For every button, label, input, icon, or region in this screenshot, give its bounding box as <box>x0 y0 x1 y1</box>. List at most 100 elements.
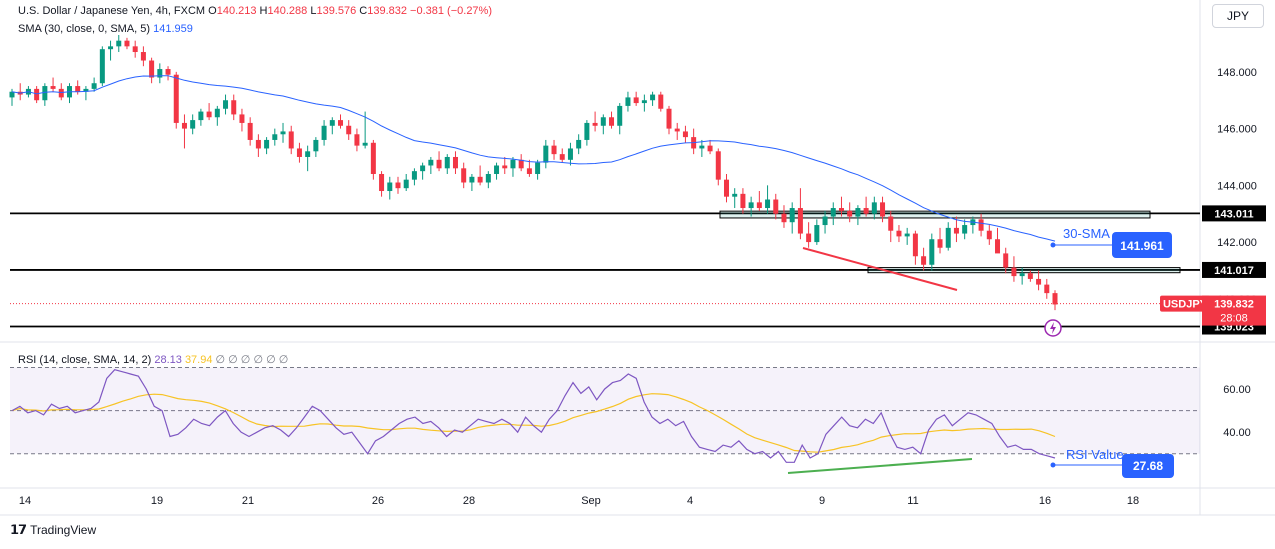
rsi-line <box>11 369 1056 463</box>
currency-button[interactable]: JPY <box>1212 4 1264 28</box>
candle <box>444 154 450 174</box>
level-label-box <box>1202 205 1266 222</box>
x-tick-label: 19 <box>151 495 163 507</box>
candle <box>666 105 672 135</box>
x-tick-label: 18 <box>1127 495 1139 507</box>
ohlc-values: O140.213 H140.288 L139.576 C139.832 <box>208 5 407 17</box>
candle <box>469 173 475 192</box>
candle <box>510 156 516 177</box>
level-label-box <box>1202 261 1266 278</box>
candle <box>970 216 976 234</box>
candle <box>264 137 270 155</box>
last-price-box <box>1202 295 1266 326</box>
x-tick-label: 21 <box>242 495 254 507</box>
candle <box>888 210 894 243</box>
tradingview-logo-icon: 𝟭𝟳 <box>10 522 27 537</box>
candle <box>214 105 220 126</box>
zone-rect <box>719 210 1151 219</box>
ohlc-l: L139.576 <box>307 5 357 17</box>
candle <box>806 222 812 248</box>
candle <box>715 148 721 186</box>
level-label: 141.017 <box>1214 265 1254 277</box>
candle <box>748 196 754 217</box>
candle <box>66 83 72 104</box>
candle <box>650 91 656 106</box>
candle <box>329 117 335 135</box>
x-tick-label: 9 <box>819 495 825 507</box>
axes: 148.000146.000144.000142.000140.00014192… <box>19 67 1266 507</box>
candle <box>756 191 762 211</box>
candle <box>173 71 179 129</box>
candle <box>551 139 557 160</box>
candle <box>436 151 442 172</box>
rsi-ma-value: 37.94 <box>184 354 213 366</box>
candle <box>1011 256 1017 282</box>
rsi-trendline <box>787 458 973 474</box>
candle <box>346 120 352 140</box>
candle <box>83 86 89 101</box>
candles <box>9 35 1058 311</box>
candle <box>995 227 1001 254</box>
candle <box>181 114 187 149</box>
candle <box>600 114 606 135</box>
candle <box>814 219 820 245</box>
candle <box>370 139 376 180</box>
candle <box>1019 267 1025 285</box>
candle <box>190 114 196 135</box>
sma-label: SMA (30, close, 0, SMA, 5) <box>18 23 151 35</box>
x-tick-label: Sep <box>581 495 601 507</box>
candle <box>518 154 524 172</box>
candle <box>773 193 779 220</box>
candle <box>411 168 417 186</box>
candle <box>387 176 393 200</box>
brand: 𝟭𝟳 TradingView <box>10 522 96 538</box>
ohlc-o: O140.213 <box>208 5 257 17</box>
candle <box>723 173 729 203</box>
candle <box>855 205 861 226</box>
candle <box>584 120 590 146</box>
symbol-tag <box>1160 295 1210 312</box>
rsi-annotation-box <box>1122 454 1174 478</box>
sma-annotation-text: 30-SMA <box>1063 226 1110 241</box>
candle <box>395 176 401 194</box>
candle <box>485 171 491 189</box>
price-tick-label: 148.000 <box>1217 67 1257 79</box>
candle <box>986 225 992 245</box>
candle <box>461 162 467 189</box>
candle <box>354 128 360 152</box>
candle <box>1027 270 1033 282</box>
candle <box>288 125 294 155</box>
candle <box>765 185 771 214</box>
candle <box>1052 290 1058 311</box>
rsi-tick-label: 40.00 <box>1223 427 1251 439</box>
candle <box>904 227 910 245</box>
rsi-annotation-text: RSI Value <box>1066 447 1124 462</box>
sma-annotation-value: 141.961 <box>1120 239 1164 253</box>
candle <box>658 91 664 112</box>
candle <box>223 94 229 115</box>
lightning-icon[interactable] <box>1044 319 1062 337</box>
x-tick-label: 16 <box>1039 495 1051 507</box>
candle <box>149 57 155 84</box>
candle <box>99 46 105 87</box>
candle <box>707 139 713 155</box>
last-price-value: 139.832 <box>1214 299 1254 311</box>
annotations: 30-SMA 141.961 RSI Value 27.68 <box>1044 226 1174 478</box>
candle <box>17 83 23 101</box>
candle <box>338 114 344 129</box>
candle <box>880 196 886 223</box>
grid <box>0 0 1275 516</box>
candle <box>140 46 146 67</box>
candle <box>420 162 426 180</box>
rsi-band <box>10 367 1200 454</box>
candle <box>239 108 245 132</box>
candle <box>937 227 943 254</box>
sma-value: 141.959 <box>153 23 193 35</box>
sma-annotation-box <box>1112 232 1172 258</box>
candle <box>896 225 902 243</box>
candle <box>526 159 532 177</box>
candle <box>502 156 508 174</box>
ohlc-c: C139.832 <box>356 5 407 17</box>
price-tick-label: 142.000 <box>1217 237 1257 249</box>
candle <box>272 128 278 146</box>
